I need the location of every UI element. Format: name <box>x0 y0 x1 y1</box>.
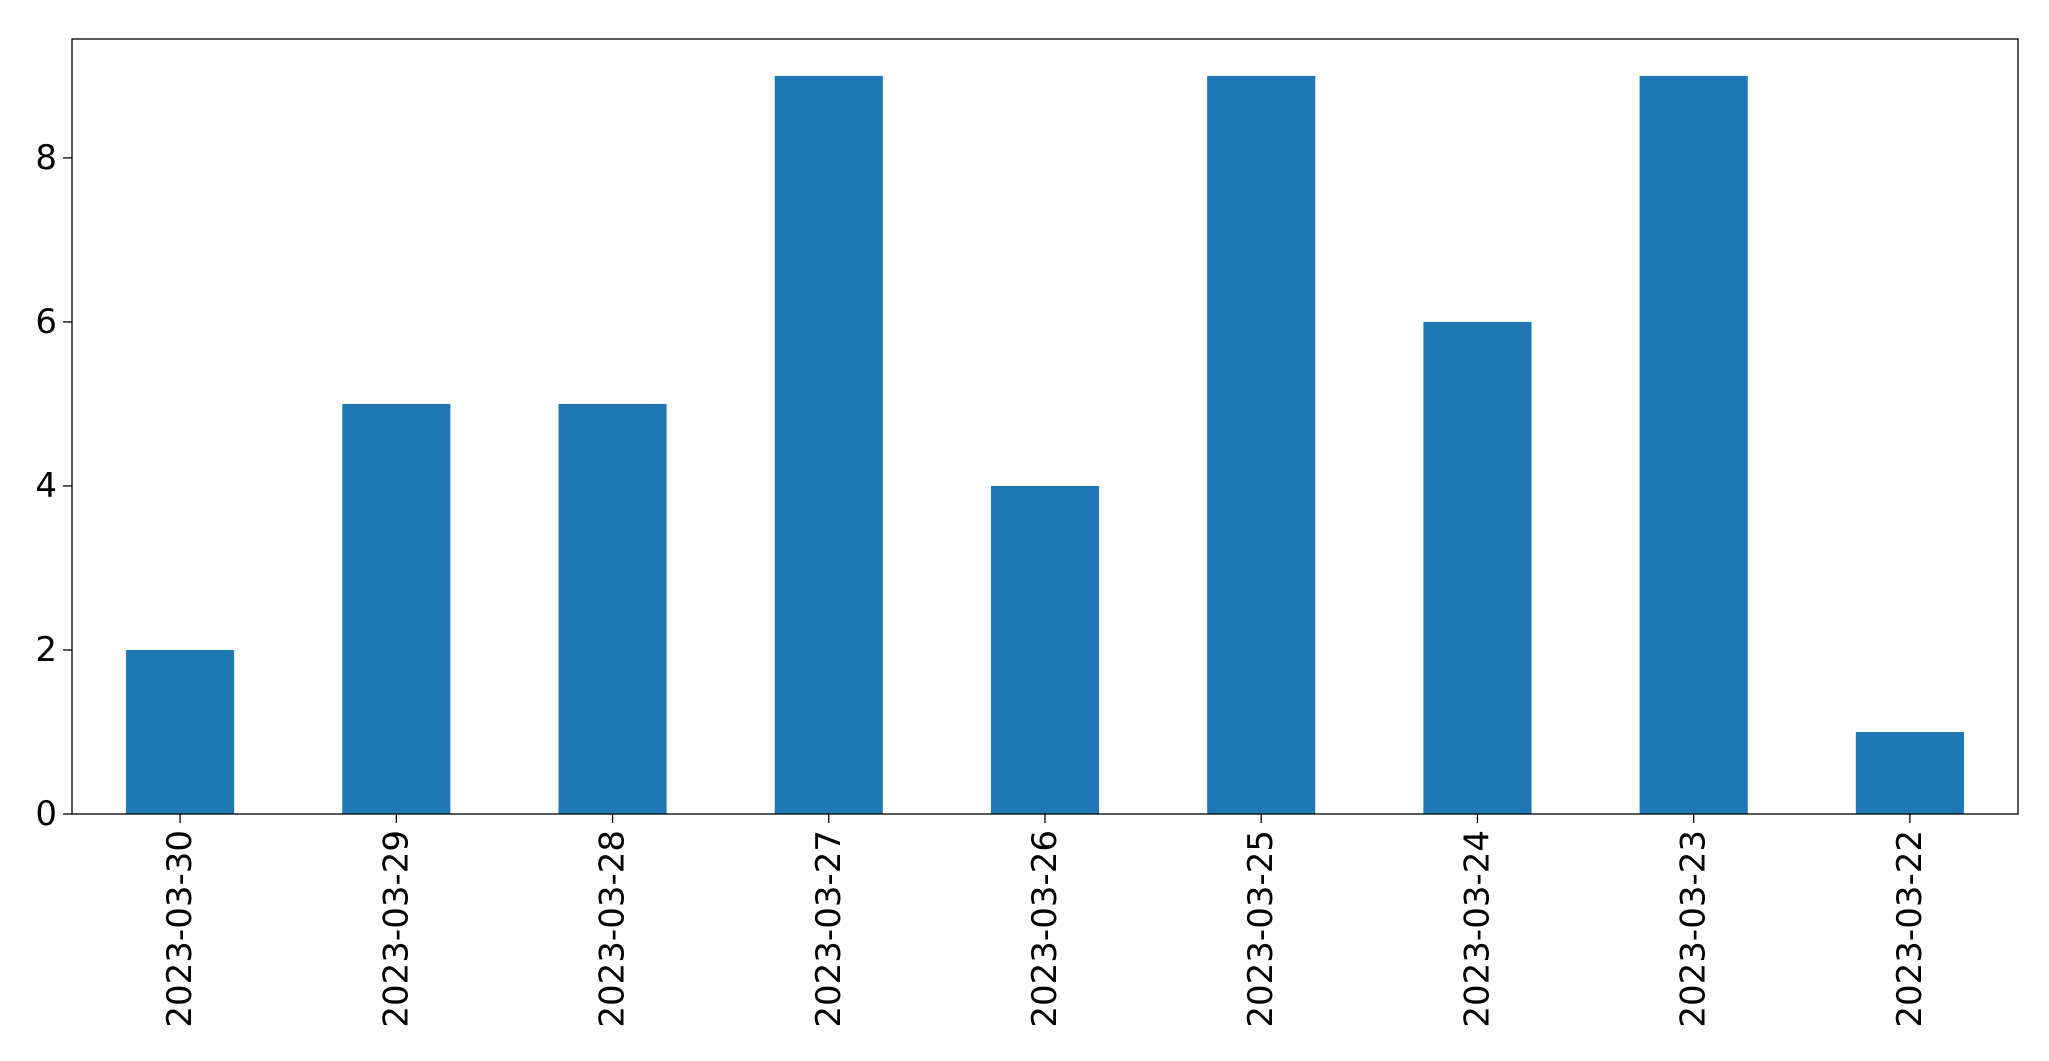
y-tick-label: 0 <box>35 794 57 834</box>
x-tick-label: 2023-03-29 <box>376 830 416 1028</box>
x-tick-label: 2023-03-28 <box>593 830 633 1028</box>
bar <box>774 75 883 814</box>
y-tick-label: 8 <box>35 138 57 178</box>
bar <box>342 403 451 814</box>
x-tick-label: 2023-03-23 <box>1674 830 1714 1028</box>
x-tick-label: 2023-03-26 <box>1025 830 1065 1028</box>
y-tick-label: 2 <box>35 630 57 670</box>
bar <box>1639 75 1748 814</box>
bar <box>558 403 667 814</box>
x-tick-label: 2023-03-24 <box>1457 830 1497 1028</box>
bar <box>990 485 1100 814</box>
x-tick-label: 2023-03-30 <box>160 830 200 1028</box>
bar <box>1855 731 1964 814</box>
plot-frame <box>71 38 2019 815</box>
x-tick-label: 2023-03-25 <box>1241 830 1281 1028</box>
y-tick-label: 6 <box>35 302 57 342</box>
bar <box>1207 75 1316 814</box>
x-tick-label: 2023-03-22 <box>1890 830 1930 1028</box>
y-tick-label: 4 <box>35 466 57 506</box>
x-tick-label: 2023-03-27 <box>809 830 849 1028</box>
bar <box>1423 321 1532 814</box>
bar <box>126 649 235 814</box>
